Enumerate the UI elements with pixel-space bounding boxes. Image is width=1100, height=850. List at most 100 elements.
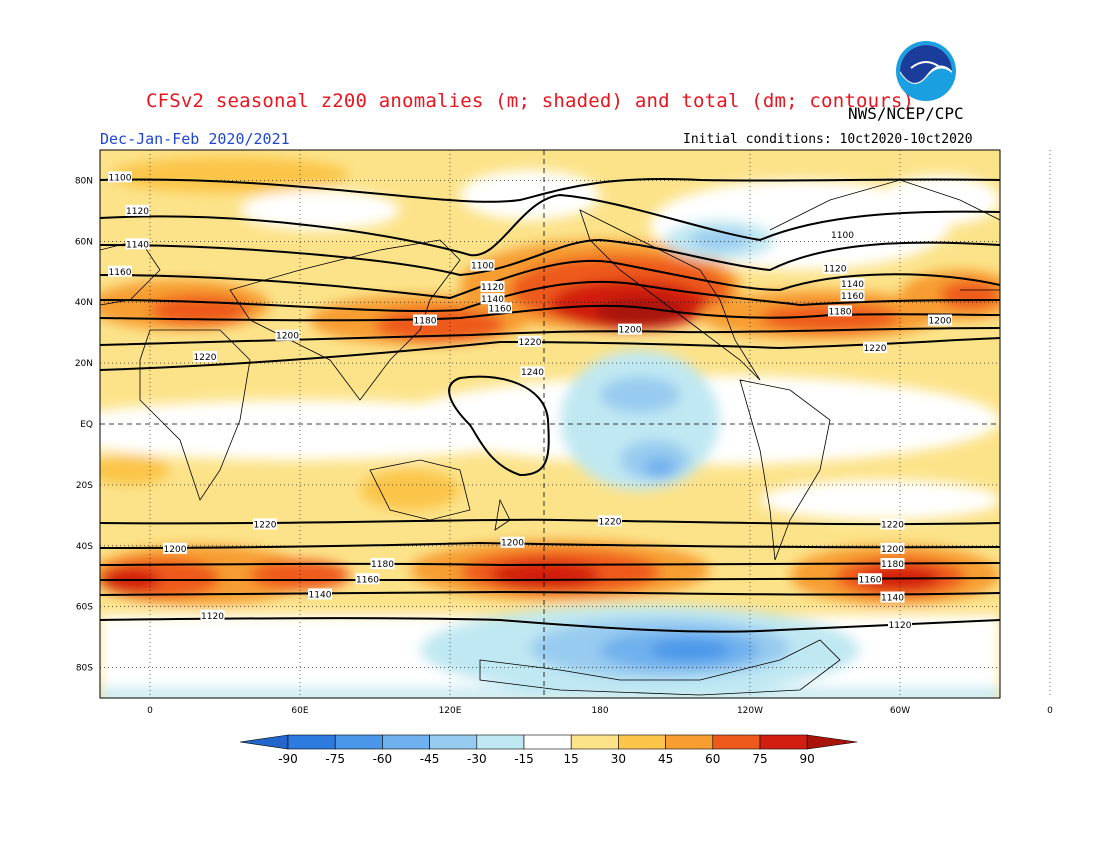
contour-label-box [518,335,542,347]
colorbar-bin [476,734,525,750]
height-contours [100,178,1000,633]
colorbar-bin [570,734,619,750]
contour-label-box [520,366,545,378]
lon-tick-label: 0 [147,706,153,716]
contour-label-text: 1160 [109,268,132,278]
contour-label-text: 1120 [889,621,912,631]
contour-label: 1120 [823,262,847,275]
contour-label-box [840,290,865,302]
lat-tick-label: 20N [75,359,93,369]
contour-label-box [823,262,847,274]
contour-label-box [370,558,395,570]
lon-tick-label: 0 [1047,706,1053,716]
contour-label: 1220 [253,518,277,530]
colorbar-bin [334,734,383,750]
contour-label: 1240 [520,366,545,378]
contour-label-text: 1120 [824,265,847,275]
colorbar: -90 -75 -60 -45 -30 -15 15 30 45 60 75 90 [239,734,858,766]
lat-tick-label: 20S [76,481,93,491]
contour-label-box [488,302,512,314]
colorbar-tick-label: 30 [611,752,626,766]
contour-label: 1100 [108,171,132,183]
contour-label-box [858,573,882,585]
contour-label: 1160 [840,290,865,302]
contour-label-text: 1160 [841,292,864,302]
lon-tick-label: 120W [737,706,763,716]
contour-label-text: 1200 [501,539,524,549]
contour-label: 1200 [618,323,642,336]
contour-label: 1120 [125,204,150,217]
contour-label-box [193,351,217,363]
lat-tick-label: 60S [76,603,93,613]
contour-label-text: 1160 [859,575,882,585]
contour-label-text: 1220 [599,517,622,527]
contour-label-text: 1220 [194,353,217,363]
lat-tick-label: EQ [80,420,93,430]
lon-tick-label: 120E [439,706,462,716]
contour-label-box [470,259,495,271]
contour-label: 1100 [470,259,495,272]
colorbar-tick-label: -30 [467,752,487,766]
contour-label-box [253,518,277,530]
contour-label-layer: 1100 1120 1140 1160 1100 1120 1140 1160 1180 1200… [108,171,952,631]
contour-label-text: 1200 [619,326,642,336]
contour-label-text: 1180 [371,560,394,570]
contour-label-text: 1100 [109,173,132,183]
contour-label-text: 1200 [881,545,904,555]
contour-label-text: 1140 [881,594,904,604]
contour-label-text: 1200 [164,545,187,555]
colorbar-right-arrow [806,734,858,750]
contour-label-box [480,293,505,305]
lat-tick-label: 80N [75,176,93,186]
contour-label-text: 1120 [201,612,224,622]
contour-label-box [163,542,187,554]
contour-label: 1220 [880,518,905,530]
contour-label-box [880,542,905,554]
contour-label-box [108,265,132,277]
contour-label: 1140 [840,277,865,290]
graticule [100,150,1051,698]
colorbar-tick-label: 90 [800,752,815,766]
contour-label-text: 1100 [471,262,494,272]
contour-label: 1100 [830,229,855,241]
colorbar-bin [618,734,666,750]
contour-label-text: 1180 [881,560,904,570]
contour-label-box [108,171,132,183]
contour-label: 1200 [928,314,952,326]
contour-label-text: 1180 [414,316,437,326]
colorbar-tick-label: -75 [325,752,345,766]
contour-label: 1160 [858,573,882,585]
contour-label-box [480,281,505,292]
contour-label-box [888,618,912,630]
colorbar-bin [382,734,430,750]
contour-label: 1180 [880,558,905,570]
contour-label-text: 1120 [481,283,504,293]
contour-label: 1140 [125,238,150,250]
contour-label: 1200 [500,536,525,549]
contour-label-box [275,329,300,341]
contour-label-text: 1220 [864,344,887,354]
contour-label: 1120 [480,281,505,293]
colorbar-tick-label: -90 [278,752,298,766]
contour-label: 1160 [108,265,132,278]
colorbar-tick-label: -45 [420,752,440,766]
contour-label-text: 1220 [519,338,542,348]
colorbar-bin [523,734,572,750]
contour-label-text: 1140 [481,295,504,305]
contour-label: 1220 [598,515,622,527]
map-frame [99,149,1001,699]
contour-label: 1140 [880,591,905,604]
contour-label-box [598,515,622,527]
contour-label-box [125,204,150,216]
contour-label-box [500,536,525,548]
contour-label: 1200 [880,542,905,555]
colorbar-bin [759,734,808,750]
lat-tick-label: 80S [76,664,93,674]
contour-label-text: 1140 [841,280,864,290]
lat-tick-label: 40N [75,298,93,308]
contour-label-box [308,588,332,600]
contour-label-text: 1100 [831,231,854,241]
contour-label: 1200 [163,542,187,555]
contour-label-box [863,341,887,353]
